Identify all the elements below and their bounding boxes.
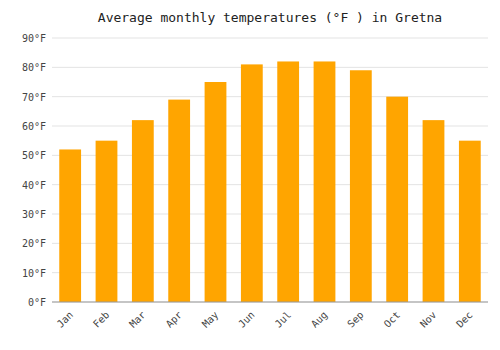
bar (205, 82, 227, 302)
y-tick-label: 80°F (22, 62, 46, 73)
x-tick-label: Oct (382, 309, 403, 330)
x-axis-line (52, 302, 488, 303)
grid-line (52, 67, 488, 68)
grid-line (52, 96, 488, 97)
bar (277, 61, 299, 302)
y-tick-label: 50°F (22, 150, 46, 161)
bar (96, 141, 118, 302)
bar (423, 120, 445, 302)
bar (314, 61, 336, 302)
y-axis: 0°F 10°F 20°F 30°F 40°F 50°F 60°F 70°F 80°F 90°F (22, 33, 488, 308)
x-tick-label: Dec (454, 309, 475, 330)
x-tick-label: Feb (91, 309, 112, 330)
bar (132, 120, 154, 302)
x-tick-label: Jul (273, 309, 294, 330)
bar (459, 141, 481, 302)
y-tick-label: 40°F (22, 180, 46, 191)
x-tick-label: Apr (164, 309, 185, 330)
y-tick-label: 10°F (22, 268, 46, 279)
x-tick-label: Nov (418, 309, 439, 330)
x-tick-label: Jun (236, 309, 257, 330)
chart-svg: Average monthly temperatures (°F ) in Gr… (0, 0, 500, 350)
bar (59, 149, 81, 302)
y-tick-label: 20°F (22, 238, 46, 249)
bar (241, 64, 263, 302)
y-tick-label: 0°F (28, 297, 46, 308)
x-tick-label: May (200, 309, 221, 330)
x-tick-label: Jan (55, 309, 76, 330)
bars (59, 61, 480, 302)
grid-line (52, 302, 488, 303)
x-tick-label: Sep (345, 309, 366, 330)
y-tick-label: 90°F (22, 33, 46, 44)
bar (386, 97, 408, 302)
chart-title: Average monthly temperatures (°F ) in Gr… (98, 10, 442, 25)
x-axis: Jan Feb Mar Apr May Jun Jul Aug Sep Oct Nov Dec (52, 302, 488, 330)
bar (168, 100, 190, 302)
x-tick-label: Mar (127, 309, 148, 330)
page: {"chart_data": {"type": "bar", "title": … (0, 0, 500, 350)
chart-container: Average monthly temperatures (°F ) in Gr… (0, 0, 500, 350)
y-tick-label: 70°F (22, 92, 46, 103)
x-tick-label: Aug (309, 309, 330, 330)
bar (350, 70, 372, 302)
y-tick-label: 60°F (22, 121, 46, 132)
y-tick-label: 30°F (22, 209, 46, 220)
grid-line (52, 38, 488, 39)
